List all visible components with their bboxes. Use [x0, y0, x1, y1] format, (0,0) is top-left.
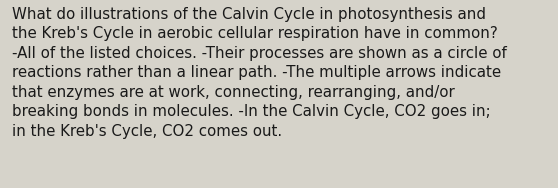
Text: What do illustrations of the Calvin Cycle in photosynthesis and
the Kreb's Cycle: What do illustrations of the Calvin Cycl… — [12, 7, 507, 139]
